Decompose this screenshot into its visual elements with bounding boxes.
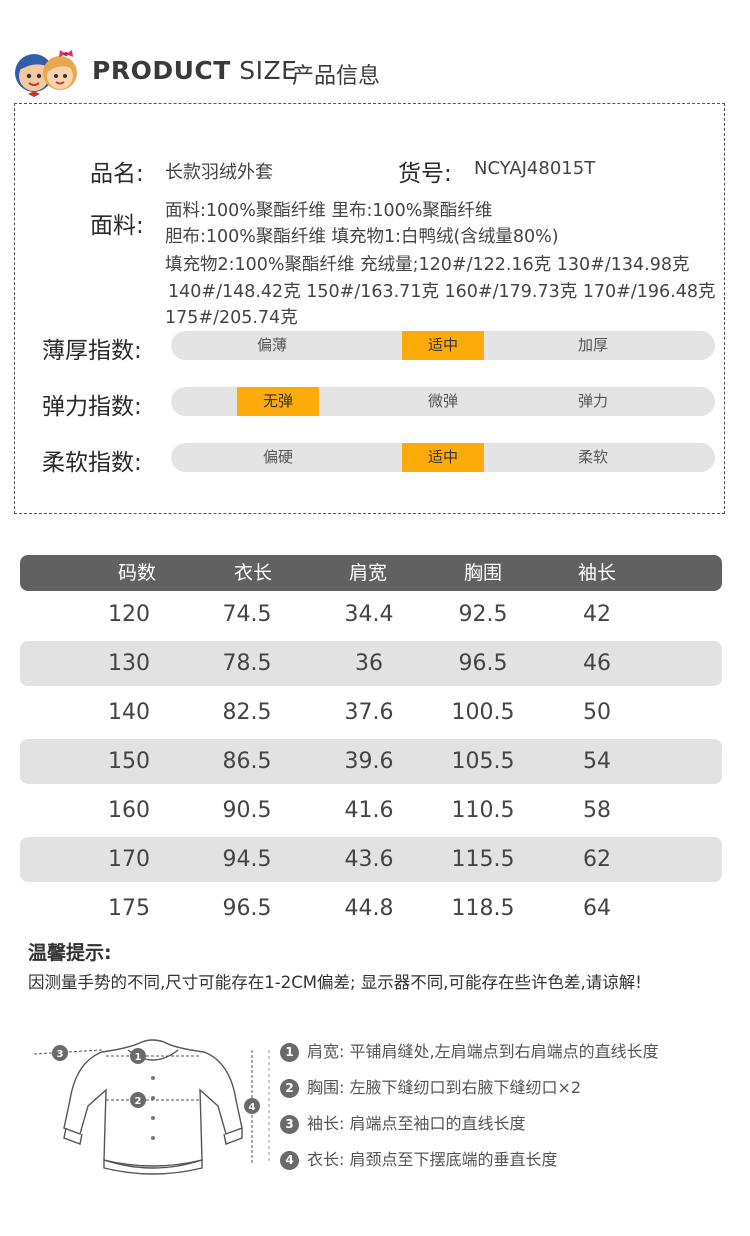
fabric-label: 面料: — [90, 213, 144, 239]
garment-measure-diagram: 1 2 3 4 — [33, 1039, 260, 1175]
elasticity-index-label: 弹力指数: — [42, 394, 142, 420]
col-header-shoulder: 肩宽 — [348, 562, 387, 584]
guide-num-3: 3 — [280, 1115, 299, 1134]
softness-option-hard: 偏硬 — [262, 448, 293, 466]
table-row: 160 90.5 41.6 110.5 58 — [20, 788, 722, 833]
guide-text-4: 衣长: 肩颈点至下摆底端的垂直长度 — [307, 1150, 558, 1169]
cell-chest: 105.5 — [451, 749, 515, 774]
guide-num-4: 4 — [280, 1151, 299, 1170]
fabric-line: 140#/148.42克 150#/163.71克 160#/179.73克 1… — [168, 282, 716, 302]
table-row: 150 86.5 39.6 105.5 54 — [20, 739, 722, 784]
guide-num-1: 1 — [280, 1043, 299, 1062]
guide-item-chest: 2 胸围: 左腋下缝纫口到右腋下缝纫口×2 — [280, 1076, 581, 1100]
guide-text-3: 袖长: 肩端点至袖口的直线长度 — [307, 1114, 526, 1133]
cell-length: 90.5 — [222, 798, 272, 823]
cell-length: 96.5 — [222, 896, 272, 921]
cell-length: 94.5 — [222, 847, 272, 872]
cell-sleeve: 42 — [583, 602, 611, 627]
tips-title: 温馨提示: — [28, 942, 112, 964]
col-header-length: 衣长 — [233, 562, 272, 584]
cell-sleeve: 64 — [583, 896, 611, 921]
cell-size: 140 — [108, 700, 150, 725]
col-header-chest: 胸围 — [463, 562, 502, 584]
cell-chest: 115.5 — [451, 847, 515, 872]
product-name-label: 品名: — [90, 161, 144, 187]
cell-shoulder: 43.6 — [344, 847, 394, 872]
fabric-line: 胆布:100%聚酯纤维 填充物1:白鸭绒(含绒量80%) — [165, 227, 559, 247]
title-en-bold: PRODUCT — [92, 56, 231, 85]
cell-chest: 110.5 — [451, 798, 515, 823]
softness-option-medium: 适中 — [402, 443, 484, 472]
elasticity-option-none: 无弹 — [237, 387, 319, 416]
table-row: 120 74.5 34.4 92.5 42 — [20, 592, 722, 637]
guide-item-sleeve: 3 袖长: 肩端点至袖口的直线长度 — [280, 1112, 525, 1136]
thickness-option-thin: 偏薄 — [256, 336, 287, 354]
cell-size: 160 — [108, 798, 150, 823]
cell-shoulder: 41.6 — [344, 798, 394, 823]
cell-sleeve: 50 — [583, 700, 611, 725]
cell-shoulder: 37.6 — [344, 700, 394, 725]
table-row: 130 78.5 36 96.5 46 — [20, 641, 722, 686]
thickness-index-bar: 偏薄 适中 加厚 — [171, 331, 715, 360]
diagram-marker-1: 1 — [135, 1052, 142, 1063]
title-en: PRODUCT SIZE — [92, 56, 297, 85]
cell-length: 78.5 — [222, 651, 272, 676]
product-name-value: 长款羽绒外套 — [165, 162, 273, 183]
cell-length: 86.5 — [222, 749, 272, 774]
diagram-marker-2: 2 — [135, 1096, 142, 1107]
guide-text-1: 肩宽: 平铺肩缝处,左肩端点到右肩端点的直线长度 — [307, 1042, 659, 1061]
product-info-box — [14, 103, 725, 514]
guide-item-shoulder: 1 肩宽: 平铺肩缝处,左肩端点到右肩端点的直线长度 — [280, 1040, 659, 1064]
cell-size: 130 — [108, 651, 150, 676]
elasticity-option-slight: 微弹 — [427, 392, 458, 410]
fabric-line: 175#/205.74克 — [165, 308, 298, 328]
thickness-index-label: 薄厚指数: — [42, 338, 142, 364]
thickness-option-medium: 适中 — [402, 331, 484, 360]
guide-connector-line — [268, 1050, 270, 1164]
cell-size: 170 — [108, 847, 150, 872]
cell-chest: 92.5 — [458, 602, 508, 627]
fabric-line: 填充物2:100%聚酯纤维 充绒量;120#/122.16克 130#/134.… — [165, 255, 690, 275]
cell-shoulder: 36 — [355, 651, 383, 676]
thickness-option-thick: 加厚 — [577, 336, 608, 354]
cell-size: 150 — [108, 749, 150, 774]
table-row: 175 96.5 44.8 118.5 64 — [20, 886, 722, 931]
fabric-line: 面料:100%聚酯纤维 里布:100%聚酯纤维 — [165, 201, 493, 221]
tips-text: 因测量手势的不同,尺寸可能存在1-2CM偏差; 显示器不同,可能存在些许色差,请… — [28, 973, 642, 992]
cell-sleeve: 54 — [583, 749, 611, 774]
col-header-sleeve: 袖长 — [577, 562, 616, 584]
softness-index-bar: 偏硬 适中 柔软 — [171, 443, 715, 472]
guide-num-2: 2 — [280, 1079, 299, 1098]
cell-sleeve: 58 — [583, 798, 611, 823]
cell-size: 120 — [108, 602, 150, 627]
cell-shoulder: 39.6 — [344, 749, 394, 774]
title-en-light: SIZE — [239, 56, 298, 85]
cell-length: 82.5 — [222, 700, 272, 725]
brand-logo-icon — [15, 50, 77, 97]
guide-item-length: 4 衣长: 肩颈点至下摆底端的垂直长度 — [280, 1148, 557, 1172]
guide-text-2: 胸围: 左腋下缝纫口到右腋下缝纫口×2 — [307, 1078, 582, 1097]
size-table-header: 码数 衣长 肩宽 胸围 袖长 — [20, 555, 722, 591]
cell-sleeve: 62 — [583, 847, 611, 872]
table-row: 140 82.5 37.6 100.5 50 — [20, 690, 722, 735]
elasticity-index-bar: 无弹 微弹 弹力 — [171, 387, 715, 416]
softness-option-soft: 柔软 — [577, 448, 608, 466]
col-header-size: 码数 — [117, 562, 156, 584]
softness-index-label: 柔软指数: — [42, 450, 142, 476]
sku-label: 货号: — [398, 161, 452, 187]
diagram-marker-4: 4 — [249, 1102, 256, 1113]
sku-value: NCYAJ48015T — [474, 158, 596, 179]
cell-chest: 96.5 — [458, 651, 508, 676]
cell-length: 74.5 — [222, 602, 272, 627]
cell-shoulder: 44.8 — [344, 896, 394, 921]
cell-chest: 118.5 — [451, 896, 515, 921]
cell-size: 175 — [108, 896, 150, 921]
cell-sleeve: 46 — [583, 651, 611, 676]
cell-chest: 100.5 — [451, 700, 515, 725]
cell-shoulder: 34.4 — [344, 602, 394, 627]
table-row: 170 94.5 43.6 115.5 62 — [20, 837, 722, 882]
elasticity-option-stretch: 弹力 — [577, 392, 608, 410]
title-zh: 产品信息 — [292, 64, 381, 89]
diagram-marker-3: 3 — [57, 1049, 64, 1060]
